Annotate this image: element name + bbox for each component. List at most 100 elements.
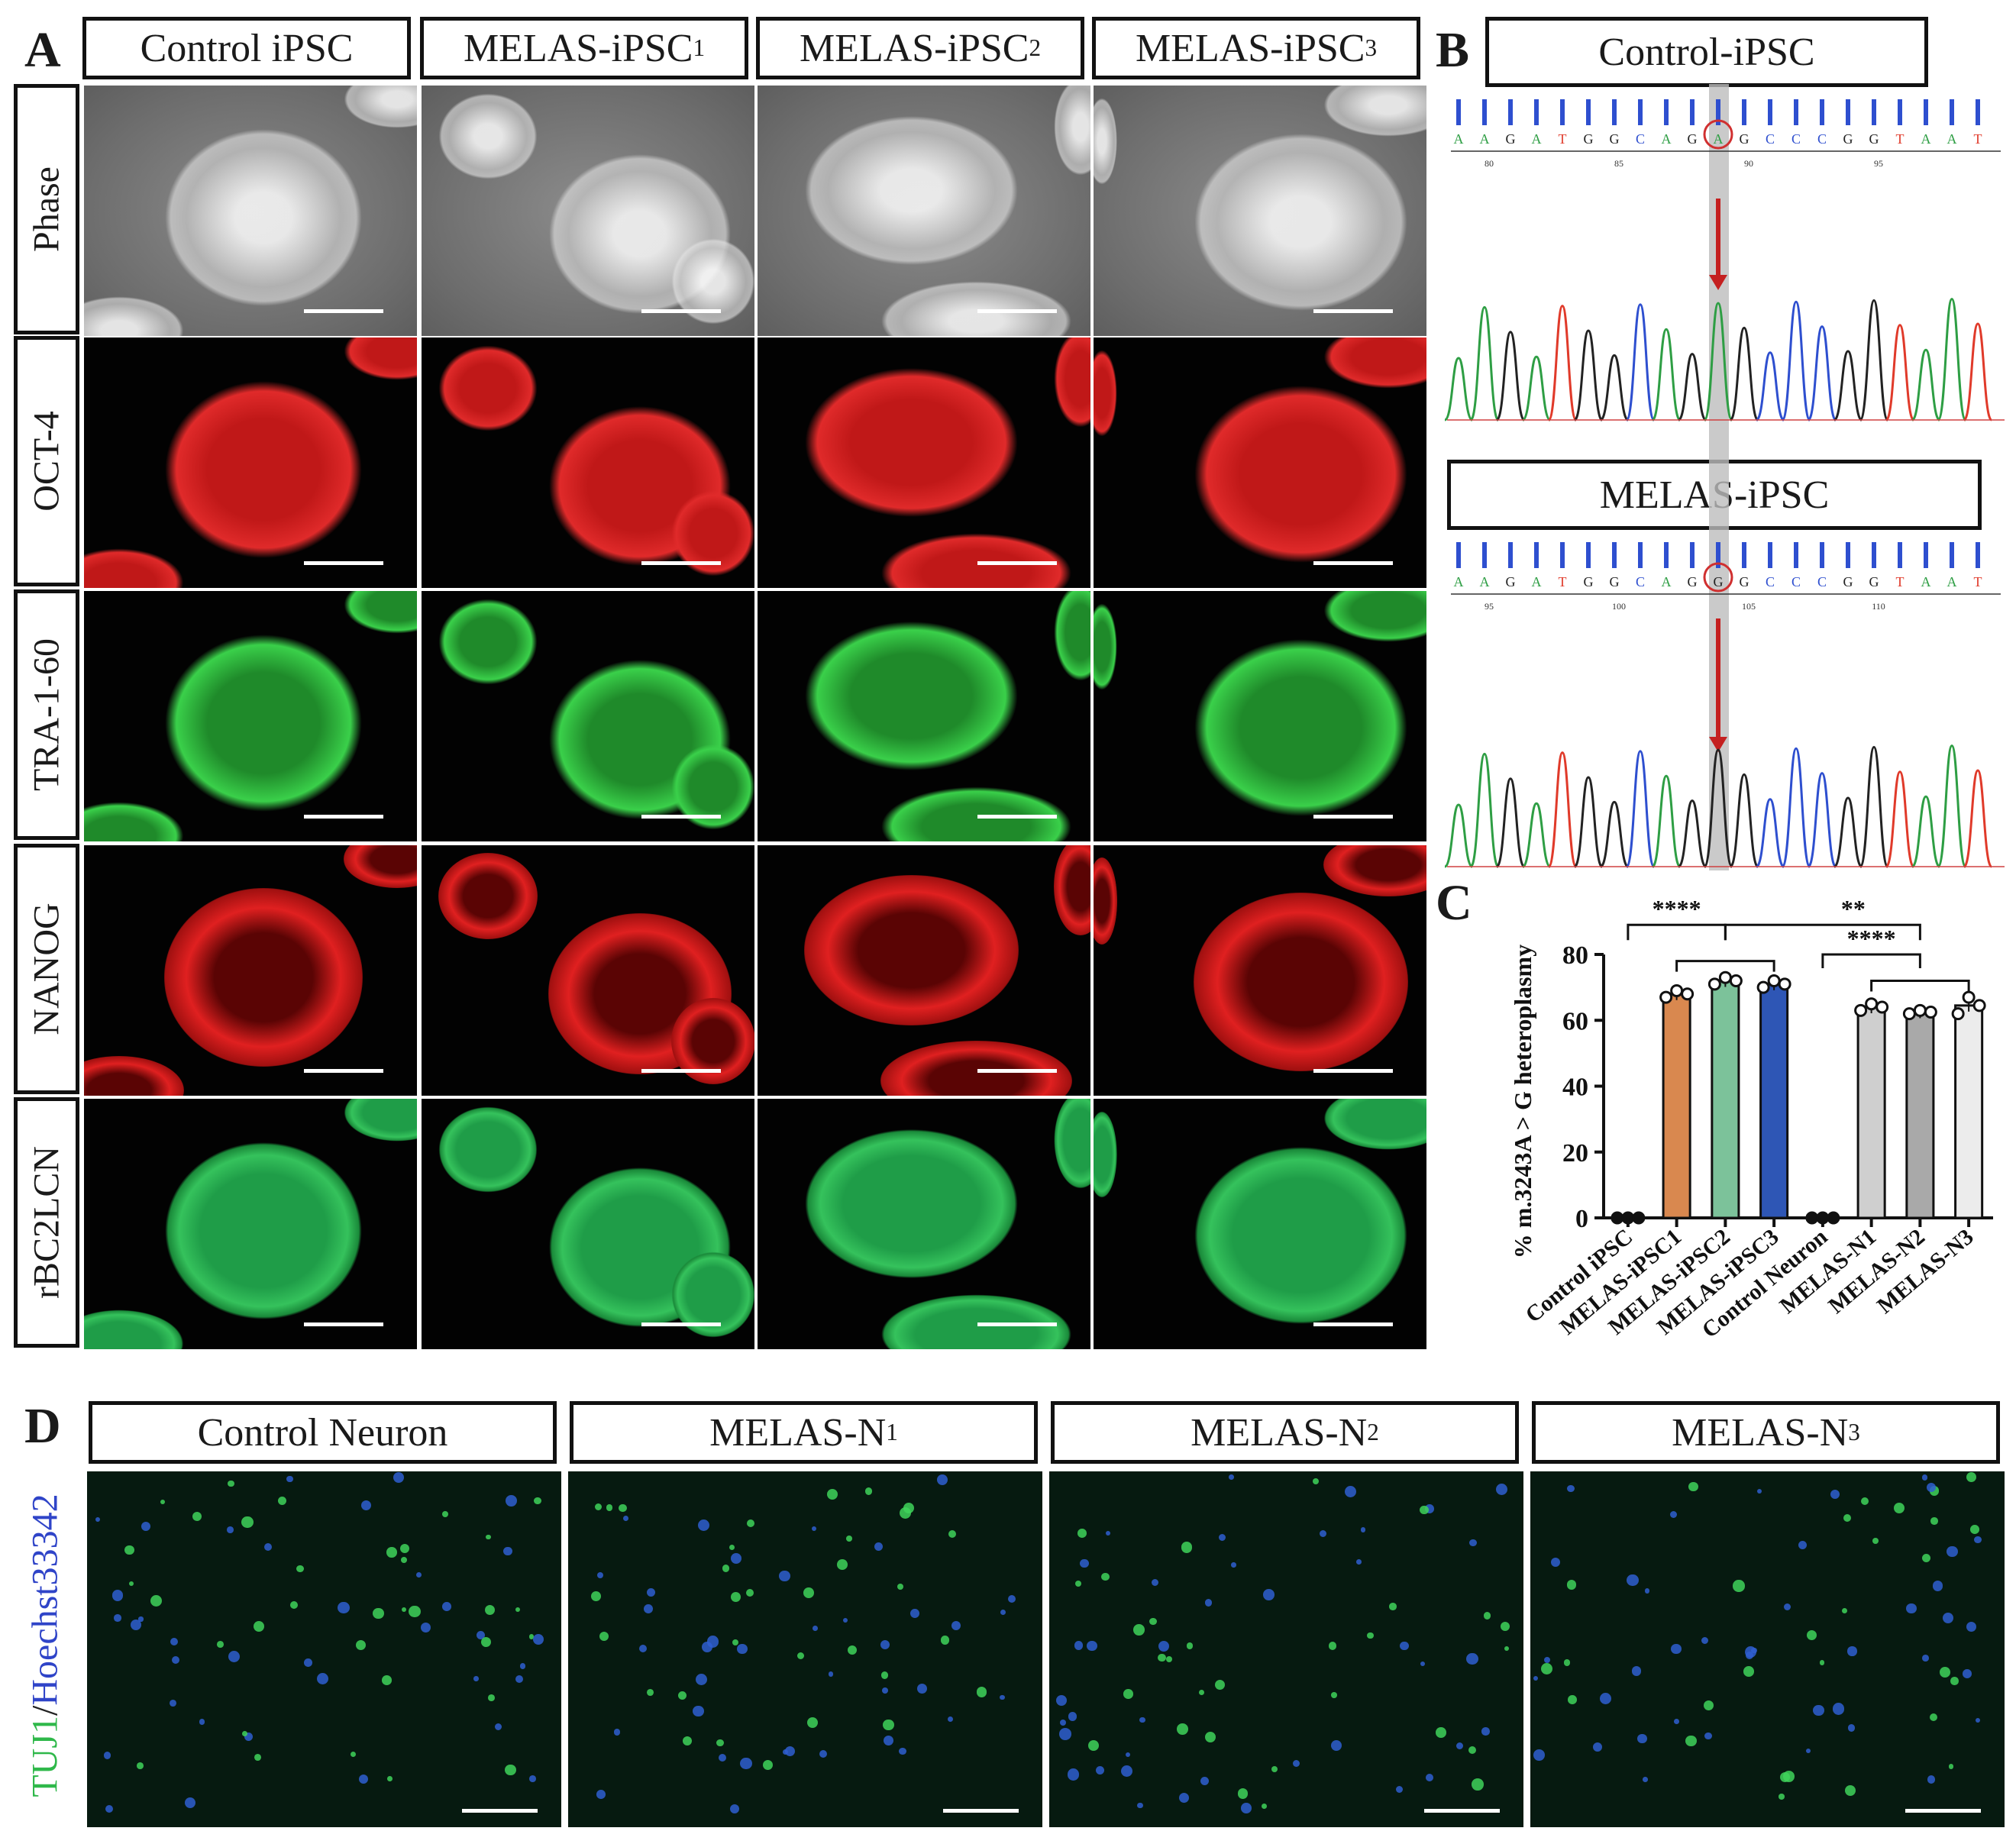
scale-bar	[1313, 1322, 1394, 1327]
cell-body	[1205, 1731, 1216, 1742]
base-call: C	[1636, 574, 1645, 589]
trace-peak	[1911, 348, 1941, 421]
quality-bar	[1976, 542, 1980, 568]
cell-body	[503, 1547, 512, 1556]
position-label: 95	[1485, 601, 1494, 612]
trace-peak	[1755, 351, 1785, 421]
cell-body	[393, 1471, 404, 1484]
cell-body	[1436, 1727, 1446, 1738]
trace-peak	[1703, 748, 1733, 868]
scale-bar	[942, 1809, 1019, 1813]
cell-body	[296, 1565, 304, 1573]
cell-colony	[84, 1055, 185, 1096]
trace-peak	[1963, 322, 1993, 421]
trace-peak	[1599, 354, 1630, 421]
cell-body	[1121, 1765, 1133, 1778]
scale-bar	[977, 1069, 1058, 1074]
cell-body	[1847, 1646, 1857, 1656]
micrograph-tile	[82, 844, 418, 1097]
cell-body	[1000, 1694, 1005, 1700]
y-tick-label: 80	[1562, 941, 1588, 970]
quality-bar	[1690, 99, 1695, 125]
header-superscript: 1	[693, 34, 706, 61]
hoechst-label: Hoechst33342	[24, 1494, 66, 1706]
cell-body	[1468, 1539, 1477, 1547]
cell-body	[1176, 1723, 1188, 1736]
cell-body	[1782, 1770, 1795, 1782]
quality-bar	[1794, 99, 1798, 125]
cell-body	[1906, 1603, 1917, 1614]
micrograph-tile	[82, 336, 418, 589]
cell-body	[836, 1558, 848, 1570]
cell-body	[1845, 1784, 1856, 1796]
cell-body	[1671, 1643, 1682, 1655]
cell-body	[1472, 1778, 1484, 1791]
quality-bar	[1768, 99, 1772, 125]
cell-body	[1178, 1793, 1190, 1804]
cell-body	[1204, 1599, 1213, 1607]
cell-body	[1942, 1612, 1954, 1623]
y-axis-label: % m.3243A > G heteroplasmy	[1509, 945, 1536, 1258]
cell-body	[1426, 1773, 1434, 1781]
variant-arrow-head	[1709, 737, 1727, 752]
data-point	[1767, 974, 1781, 987]
cell-body	[596, 1790, 606, 1800]
cell-body	[591, 1590, 602, 1601]
quality-bar	[1638, 542, 1643, 568]
cell-body	[779, 1570, 790, 1582]
panel-letter-c: C	[1436, 875, 1472, 931]
base-call: G	[1714, 574, 1724, 589]
header-text: MELAS-N	[1191, 1410, 1368, 1455]
row-label-text: rBC2LCN	[26, 1145, 67, 1300]
quality-bar	[1846, 542, 1850, 568]
micrograph-tile	[1092, 589, 1428, 843]
cell-body	[1455, 1742, 1464, 1750]
row-label-text: NANOG	[26, 903, 67, 1035]
row-label: OCT-4	[14, 336, 79, 586]
stain-separator: /	[24, 1705, 66, 1716]
cell-body	[1921, 1655, 1929, 1662]
cell-body	[1495, 1483, 1507, 1496]
cell-body	[916, 1684, 927, 1694]
cell-body	[1424, 1503, 1434, 1513]
scale-bar	[977, 561, 1058, 566]
cell-body	[622, 1515, 629, 1522]
cell-body	[1632, 1666, 1642, 1676]
cell-body	[1123, 1689, 1133, 1699]
cell-body	[729, 1544, 735, 1551]
cell-colony	[344, 845, 417, 888]
base-call: A	[1480, 131, 1490, 147]
data-point	[1681, 987, 1695, 1001]
panel-letter-d: D	[24, 1398, 61, 1454]
cell-body	[1600, 1693, 1612, 1705]
cell-body	[217, 1640, 225, 1648]
base-call: T	[1559, 574, 1567, 589]
data-point	[1611, 1211, 1624, 1225]
base-call: C	[1817, 131, 1827, 147]
cell-body	[170, 1637, 178, 1645]
cell-body	[883, 1735, 893, 1746]
micrograph-tile	[756, 84, 1092, 337]
quality-bar	[1742, 99, 1746, 125]
cell-body	[1922, 1553, 1931, 1562]
column-header: Control Neuron	[89, 1401, 557, 1464]
y-tick-label: 20	[1562, 1139, 1588, 1167]
cell-body	[227, 1526, 234, 1534]
header-superscript: 1	[886, 1419, 898, 1445]
quality-bar	[1456, 542, 1461, 568]
cell-colony	[1094, 98, 1118, 185]
cell-body	[1966, 1471, 1976, 1482]
cell-body	[1969, 1525, 1979, 1535]
trace-peak	[1833, 350, 1863, 421]
cell-body	[1745, 1645, 1757, 1658]
cell-body	[1151, 1578, 1159, 1587]
base-call: G	[1740, 574, 1749, 589]
cell-body	[819, 1749, 827, 1758]
cell-body	[646, 1689, 654, 1697]
column-header: MELAS-iPSC 1	[420, 17, 748, 79]
quality-bar	[1482, 542, 1487, 568]
quality-bar	[1560, 99, 1565, 125]
quality-bar	[1586, 99, 1591, 125]
cell-body	[1743, 1666, 1754, 1678]
